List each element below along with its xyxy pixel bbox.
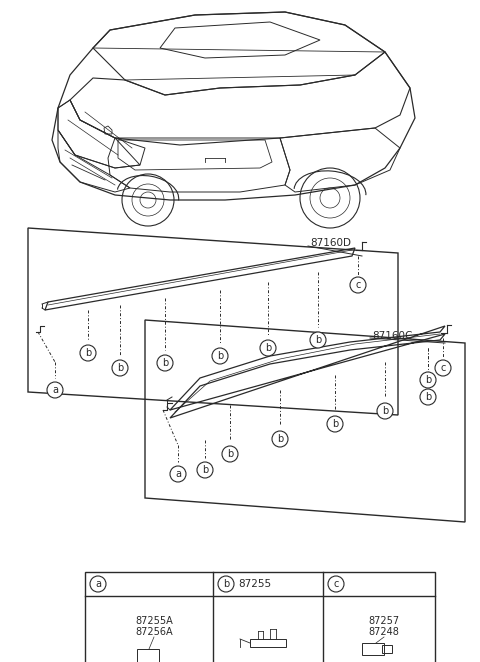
Text: 87255: 87255 — [238, 579, 271, 589]
Text: b: b — [162, 358, 168, 368]
Text: b: b — [217, 351, 223, 361]
Circle shape — [47, 382, 63, 398]
Text: b: b — [227, 449, 233, 459]
Text: b: b — [85, 348, 91, 358]
Bar — [250, 639, 286, 647]
Text: 87255A: 87255A — [135, 616, 173, 626]
Text: a: a — [95, 579, 101, 589]
Text: 87256A: 87256A — [135, 627, 173, 637]
Bar — [85, 572, 435, 662]
Bar — [137, 649, 159, 662]
Text: 87248: 87248 — [369, 627, 399, 637]
Text: b: b — [425, 375, 431, 385]
Text: b: b — [277, 434, 283, 444]
Circle shape — [157, 355, 173, 371]
Text: a: a — [175, 469, 181, 479]
Bar — [362, 643, 384, 655]
Circle shape — [377, 403, 393, 419]
Text: b: b — [332, 419, 338, 429]
Text: b: b — [223, 579, 229, 589]
Circle shape — [435, 360, 451, 376]
Circle shape — [420, 389, 436, 405]
Circle shape — [260, 340, 276, 356]
Text: b: b — [202, 465, 208, 475]
Circle shape — [218, 576, 234, 592]
Circle shape — [272, 431, 288, 447]
Circle shape — [112, 360, 128, 376]
Circle shape — [170, 466, 186, 482]
Circle shape — [212, 348, 228, 364]
Text: c: c — [355, 280, 360, 290]
Circle shape — [90, 576, 106, 592]
Bar — [382, 645, 392, 653]
Text: b: b — [315, 335, 321, 345]
Text: 87160D: 87160D — [310, 238, 351, 248]
Text: c: c — [440, 363, 446, 373]
Text: b: b — [265, 343, 271, 353]
Circle shape — [222, 446, 238, 462]
Text: a: a — [52, 385, 58, 395]
Circle shape — [197, 462, 213, 478]
Circle shape — [310, 332, 326, 348]
Circle shape — [80, 345, 96, 361]
Text: c: c — [333, 579, 339, 589]
Circle shape — [327, 416, 343, 432]
Text: b: b — [425, 392, 431, 402]
Circle shape — [350, 277, 366, 293]
Text: 87257: 87257 — [369, 616, 399, 626]
Circle shape — [420, 372, 436, 388]
Text: 87160C: 87160C — [372, 331, 412, 341]
Circle shape — [328, 576, 344, 592]
Text: b: b — [117, 363, 123, 373]
Text: b: b — [382, 406, 388, 416]
